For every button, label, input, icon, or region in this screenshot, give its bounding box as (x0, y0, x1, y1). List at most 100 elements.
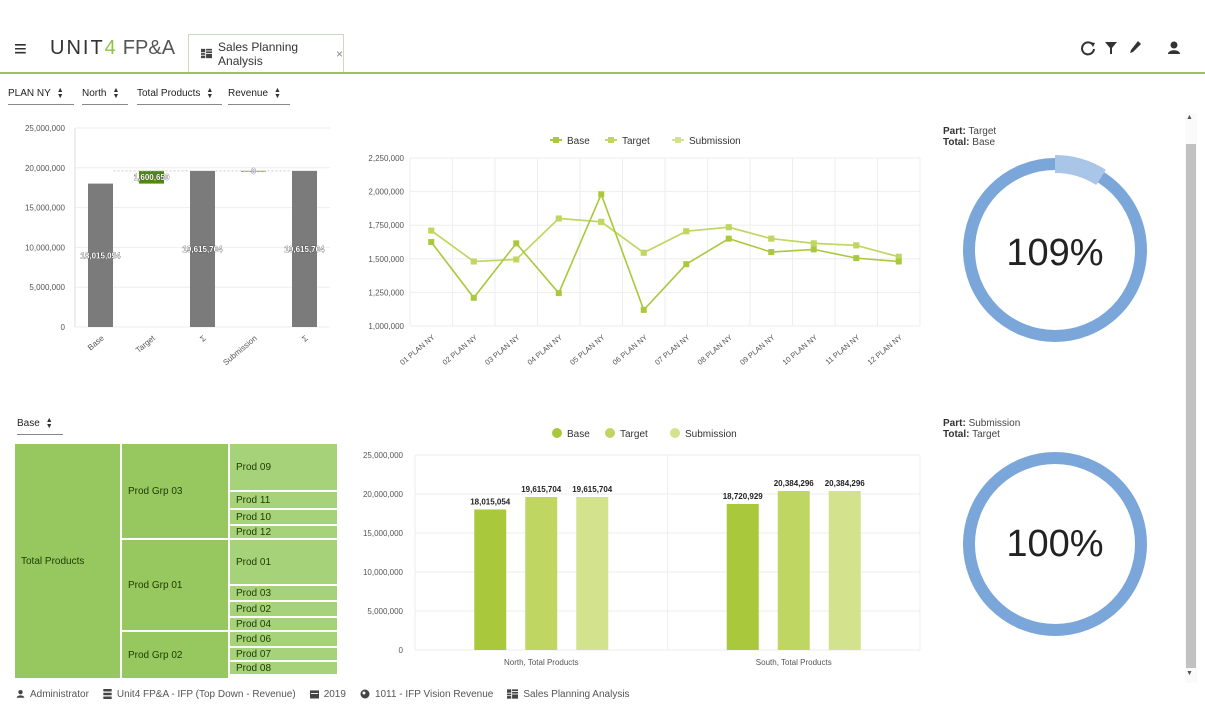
legend-label[interactable]: Base (567, 136, 590, 147)
spinner-icon[interactable]: ▲ ▼ (206, 86, 214, 100)
x-tick-label: Base (86, 333, 106, 352)
series-point[interactable] (725, 235, 732, 242)
y-tick-label: 20,000,000 (25, 164, 66, 173)
spinner-icon[interactable]: ▲ ▼ (45, 416, 53, 430)
legend-label[interactable]: Submission (685, 429, 737, 440)
treemap-node-product[interactable]: Prod 12 (229, 525, 338, 539)
treemap-node-group[interactable]: Prod Grp 03 (121, 443, 229, 539)
series-point[interactable] (640, 306, 647, 313)
bar[interactable] (525, 496, 558, 650)
filter-version[interactable]: PLAN NY ▲ ▼ (8, 83, 74, 105)
edit-icon[interactable] (1128, 40, 1142, 56)
series-point[interactable] (470, 258, 477, 265)
spinner-icon[interactable]: ▲ ▼ (56, 86, 64, 100)
treemap-node-product[interactable]: Prod 04 (229, 617, 338, 631)
filter-icon[interactable] (1104, 40, 1118, 56)
bar[interactable] (576, 496, 609, 650)
x-tick-label: 02 PLAN NY (441, 333, 479, 367)
treemap-node-product[interactable]: Prod 03 (229, 585, 338, 601)
treemap-node-product[interactable]: Prod 06 (229, 631, 338, 647)
gauge-1-total-value: Base (972, 137, 996, 148)
scrollbar-thumb[interactable] (1186, 144, 1196, 668)
series-point[interactable] (810, 246, 817, 253)
series-point[interactable] (470, 294, 477, 301)
series-point[interactable] (640, 249, 647, 256)
filter-product[interactable]: Total Products ▲ ▼ (137, 83, 222, 105)
treemap-node-product[interactable]: Prod 07 (229, 647, 338, 661)
series-point[interactable] (428, 227, 435, 234)
filter-version-value: PLAN NY (8, 88, 51, 99)
series-line (430, 217, 899, 263)
series-point[interactable] (768, 235, 775, 242)
spinner-icon[interactable]: ▲ ▼ (112, 86, 120, 100)
product-treemap: Total Products Prod Grp 03 Prod Grp 01 P… (14, 443, 338, 679)
series-point[interactable] (683, 228, 690, 235)
x-tick-label: 04 PLAN NY (526, 333, 564, 367)
region-bar-chart: Base Target Submission 25,000,000 20,000,00… (363, 428, 921, 667)
gauge-2-part-value: Submission (968, 418, 1021, 429)
series-point[interactable] (513, 240, 520, 247)
treemap-node-product[interactable]: Prod 09 (229, 443, 338, 491)
treemap-node-group[interactable]: Prod Grp 01 (121, 539, 229, 631)
x-tick-label: South, Total Products (756, 658, 832, 667)
legend-marker (670, 428, 680, 438)
spinner-icon[interactable]: ▲ ▼ (274, 86, 281, 100)
y-tick-label: 1,250,000 (368, 288, 404, 297)
legend-label[interactable]: Submission (689, 136, 741, 147)
series-point[interactable] (513, 256, 520, 263)
series-point[interactable] (895, 258, 902, 265)
legend-marker (605, 428, 615, 438)
hamburger-menu-icon[interactable]: ≡ (14, 36, 27, 61)
series-point[interactable] (598, 218, 605, 225)
gauge-2-part-label: Part (943, 418, 963, 429)
tab-close-icon[interactable]: × (335, 46, 343, 61)
series-point[interactable] (598, 191, 605, 198)
series-point[interactable] (810, 240, 817, 247)
waterfall-bar[interactable] (88, 183, 113, 327)
tab-sales-planning-analysis[interactable]: Sales Planning Analysis × (188, 34, 344, 74)
legend-marker (675, 137, 681, 143)
series-point[interactable] (428, 239, 435, 245)
y-tick-label: 1,000,000 (368, 322, 404, 331)
filter-region[interactable]: North ▲ ▼ (82, 83, 128, 105)
y-tick-label: 5,000,000 (29, 283, 65, 292)
legend-label[interactable]: Target (620, 429, 648, 440)
treemap-node-product[interactable]: Prod 02 (229, 601, 338, 617)
waterfall-bar[interactable] (139, 170, 164, 184)
series-point[interactable] (683, 261, 690, 268)
treemap-node-total[interactable]: Total Products (14, 443, 121, 679)
treemap-node-group[interactable]: Prod Grp 02 (121, 631, 229, 679)
tab-label: Sales Planning Analysis (218, 39, 299, 68)
series-point[interactable] (555, 215, 562, 222)
y-tick-label: 5,000,000 (367, 607, 403, 616)
series-point[interactable] (725, 224, 732, 231)
bar-value-label: 19,615,704 (572, 485, 613, 494)
series-point[interactable] (895, 253, 902, 260)
series-point[interactable] (555, 290, 562, 297)
bar[interactable] (474, 509, 507, 650)
waterfall-bar[interactable] (292, 170, 317, 327)
treemap-measure-value: Base (17, 418, 40, 429)
legend-label[interactable]: Base (567, 429, 590, 440)
scroll-up-icon[interactable]: ▲ (1186, 114, 1193, 121)
scroll-down-icon[interactable]: ▼ (1186, 670, 1193, 677)
status-view-label: Sales Planning Analysis (523, 688, 630, 700)
treemap-node-product[interactable]: Prod 08 (229, 661, 338, 675)
treemap-node-product[interactable]: Prod 11 (229, 491, 338, 509)
treemap-node-product[interactable]: Prod 10 (229, 509, 338, 525)
series-point[interactable] (853, 255, 860, 262)
waterfall-bar[interactable] (190, 170, 215, 327)
treemap-node-product[interactable]: Prod 01 (229, 539, 338, 585)
bar[interactable] (777, 491, 810, 650)
status-model-label: Unit4 FP&A - IFP (Top Down - Revenue) (116, 688, 296, 700)
refresh-icon[interactable] (1080, 40, 1096, 56)
series-point[interactable] (853, 242, 860, 249)
y-tick-label: 25,000,000 (25, 124, 66, 133)
bar[interactable] (828, 491, 861, 650)
series-point[interactable] (768, 249, 775, 256)
treemap-measure-select[interactable]: Base ▲ ▼ (17, 413, 63, 435)
legend-label[interactable]: Target (622, 136, 650, 147)
bar[interactable] (726, 503, 759, 650)
user-icon[interactable] (1167, 40, 1181, 56)
filter-measure[interactable]: Revenue ▲ ▼ (228, 83, 290, 105)
